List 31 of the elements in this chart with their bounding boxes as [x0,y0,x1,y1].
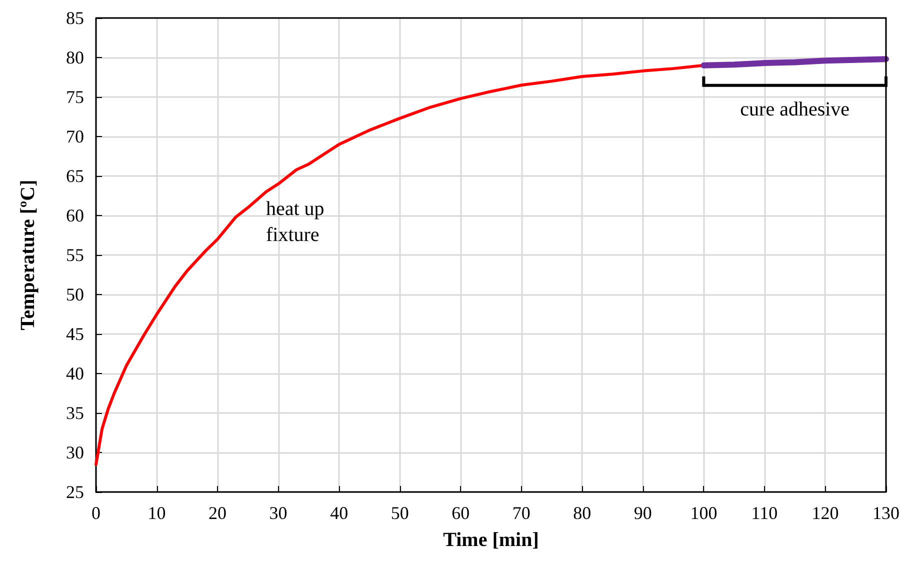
y-tick-label: 25 [66,482,84,502]
y-tick-label: 60 [66,206,84,226]
annotation: heat up fixture [266,198,324,246]
x-tick-label: 70 [512,503,530,523]
y-tick-label: 85 [66,8,84,28]
annotation: cure adhesive [740,98,850,120]
x-tick-label: 90 [634,503,652,523]
x-tick-label: 40 [330,503,348,523]
y-tick-label: 45 [66,324,84,344]
x-tick-label: 20 [208,503,227,523]
y-tick-label: 75 [66,87,84,107]
x-tick-label: 50 [390,503,409,523]
y-tick-label: 65 [66,166,84,186]
x-tick-label: 110 [751,503,778,523]
y-tick-label: 35 [66,403,84,423]
x-tick-label: 120 [812,503,839,523]
x-tick-label: 100 [690,503,718,523]
y-tick-label: 80 [66,48,84,68]
x-axis-title: Time [min] [443,529,539,551]
x-tick-label: 130 [872,503,900,523]
x-tick-label: 30 [269,503,288,523]
x-tick-label: 80 [573,503,592,523]
y-tick-label: 70 [66,126,84,146]
x-tick-label: 0 [92,503,100,523]
x-tick-label: 60 [452,503,470,523]
x-tick-label: 10 [148,503,166,523]
y-tick-label: 55 [66,245,84,265]
y-tick-label: 30 [66,442,84,462]
y-tick-label: 40 [66,364,84,384]
y-tick-label: 50 [66,284,84,304]
y-axis-title: Temperature [ºC] [17,180,39,330]
